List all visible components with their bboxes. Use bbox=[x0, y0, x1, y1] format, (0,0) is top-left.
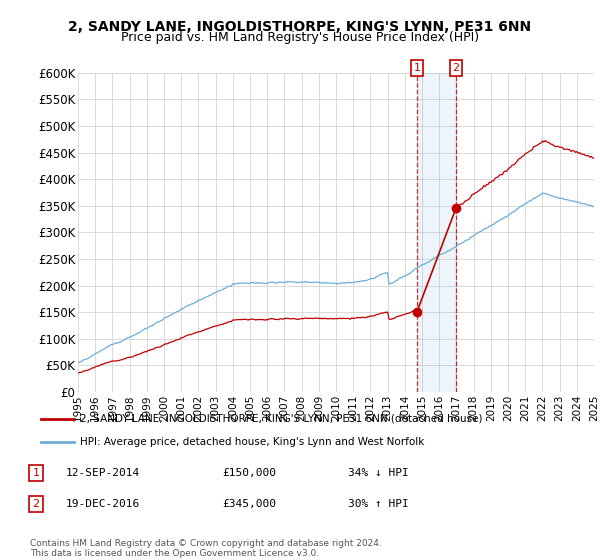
Text: 2, SANDY LANE, INGOLDISTHORPE, KING'S LYNN, PE31 6NN: 2, SANDY LANE, INGOLDISTHORPE, KING'S LY… bbox=[68, 20, 532, 34]
Text: 2: 2 bbox=[32, 499, 40, 509]
Text: 30% ↑ HPI: 30% ↑ HPI bbox=[348, 499, 409, 509]
Text: 1: 1 bbox=[32, 468, 40, 478]
Text: Contains HM Land Registry data © Crown copyright and database right 2024.
This d: Contains HM Land Registry data © Crown c… bbox=[30, 539, 382, 558]
Text: £345,000: £345,000 bbox=[222, 499, 276, 509]
Text: 19-DEC-2016: 19-DEC-2016 bbox=[66, 499, 140, 509]
Text: 12-SEP-2014: 12-SEP-2014 bbox=[66, 468, 140, 478]
Text: 2, SANDY LANE, INGOLDISTHORPE, KING'S LYNN, PE31 6NN (detached house): 2, SANDY LANE, INGOLDISTHORPE, KING'S LY… bbox=[80, 414, 482, 423]
Text: £150,000: £150,000 bbox=[222, 468, 276, 478]
Text: HPI: Average price, detached house, King's Lynn and West Norfolk: HPI: Average price, detached house, King… bbox=[80, 437, 424, 447]
Text: Price paid vs. HM Land Registry's House Price Index (HPI): Price paid vs. HM Land Registry's House … bbox=[121, 31, 479, 44]
Bar bbox=[417, 73, 456, 392]
Text: 2: 2 bbox=[452, 63, 460, 73]
Text: 1: 1 bbox=[413, 63, 421, 73]
Text: 34% ↓ HPI: 34% ↓ HPI bbox=[348, 468, 409, 478]
